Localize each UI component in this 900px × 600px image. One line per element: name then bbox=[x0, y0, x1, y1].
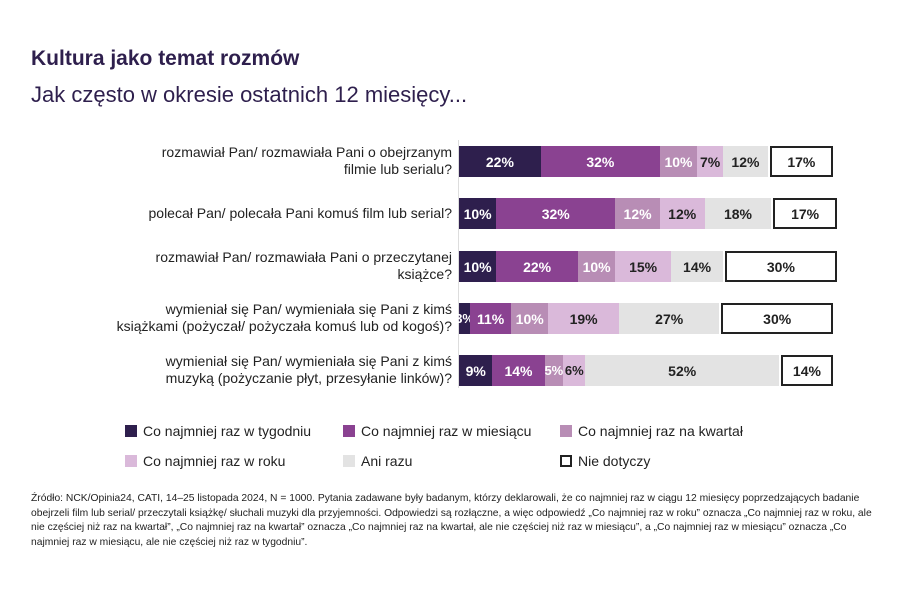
bar-segment: 7% bbox=[697, 146, 724, 177]
bar-segment: 52% bbox=[585, 355, 779, 386]
legend-label: Co najmniej raz w tygodniu bbox=[143, 423, 312, 439]
category-label: wymieniał się Pan/ wymieniała się Pani z… bbox=[116, 301, 452, 334]
bar-segment-nie-dotyczy: 17% bbox=[773, 198, 837, 229]
legend-item: Co najmniej raz na kwartał bbox=[560, 423, 743, 439]
legend-item: Co najmniej raz w tygodniu bbox=[125, 423, 311, 439]
bar-segment: 27% bbox=[618, 303, 720, 334]
legend-swatch bbox=[560, 455, 572, 467]
category-label: rozmawiał Pan/ rozmawiała Pani o obejrza… bbox=[161, 144, 452, 177]
bar-segment: 32% bbox=[496, 198, 616, 229]
bar-segment: 10% bbox=[659, 146, 698, 177]
bar-segment: 18% bbox=[704, 198, 772, 229]
bar-segment: 10% bbox=[578, 251, 616, 282]
category-label: rozmawiał Pan/ rozmawiała Pani o przeczy… bbox=[155, 249, 452, 282]
legend-label: Co najmniej raz na kwartał bbox=[578, 423, 743, 439]
bar-segment: 14% bbox=[492, 355, 545, 386]
legend-swatch bbox=[125, 455, 137, 467]
bar-segment: 9% bbox=[459, 355, 493, 386]
bar-segment-nie-dotyczy: 30% bbox=[721, 303, 833, 334]
legend-swatch bbox=[343, 455, 355, 467]
footnote: Źródło: NCK/Opinia24, CATI, 14–25 listop… bbox=[31, 493, 872, 548]
bar-segment: 10% bbox=[459, 198, 497, 229]
legend-item: Co najmniej raz w miesiącu bbox=[343, 423, 531, 439]
bar-segment: 14% bbox=[671, 251, 724, 282]
bar-segment: 22% bbox=[496, 251, 579, 282]
bar-segment: 11% bbox=[470, 303, 512, 334]
bar-segment: 12% bbox=[723, 146, 768, 177]
bar-segment-nie-dotyczy: 14% bbox=[780, 355, 833, 386]
bar-segment: 22% bbox=[459, 146, 541, 177]
chart-title: Kultura jako temat rozmów bbox=[31, 47, 300, 70]
legend-label: Ani razu bbox=[361, 453, 413, 469]
bar-segment-nie-dotyczy: 17% bbox=[769, 146, 833, 177]
legend-item: Co najmniej raz w roku bbox=[125, 453, 285, 469]
bar-segment: 6% bbox=[563, 355, 586, 386]
bar-segment: 15% bbox=[615, 251, 672, 282]
legend-label: Co najmniej raz w roku bbox=[143, 453, 286, 469]
legend-label: Nie dotyczy bbox=[578, 453, 651, 469]
bar-segment: 19% bbox=[548, 303, 619, 334]
category-label: wymieniał się Pan/ wymieniała się Pani z… bbox=[165, 353, 452, 386]
bar-segment: 12% bbox=[659, 198, 705, 229]
chart-subtitle: Jak często w okresie ostatnich 12 miesię… bbox=[31, 82, 468, 107]
legend-item: Ani razu bbox=[343, 453, 412, 469]
legend-label: Co najmniej raz w miesiącu bbox=[361, 423, 532, 439]
category-label: polecał Pan/ polecała Pani komuś film lu… bbox=[148, 204, 453, 221]
legend-item: Nie dotyczy bbox=[560, 453, 650, 469]
bar-segment: 5% bbox=[544, 355, 563, 386]
legend-swatch bbox=[125, 425, 137, 437]
bar-segment: 12% bbox=[615, 198, 660, 229]
legend-swatch bbox=[343, 425, 355, 437]
bar-segment: 10% bbox=[459, 251, 497, 282]
bar-segment-nie-dotyczy: 30% bbox=[725, 251, 837, 282]
bar-segment: 3% bbox=[455, 303, 474, 334]
bar-segment: 10% bbox=[511, 303, 549, 334]
bar-segment: 32% bbox=[540, 146, 660, 177]
category-axis-line bbox=[458, 140, 459, 388]
legend-swatch bbox=[560, 425, 572, 437]
